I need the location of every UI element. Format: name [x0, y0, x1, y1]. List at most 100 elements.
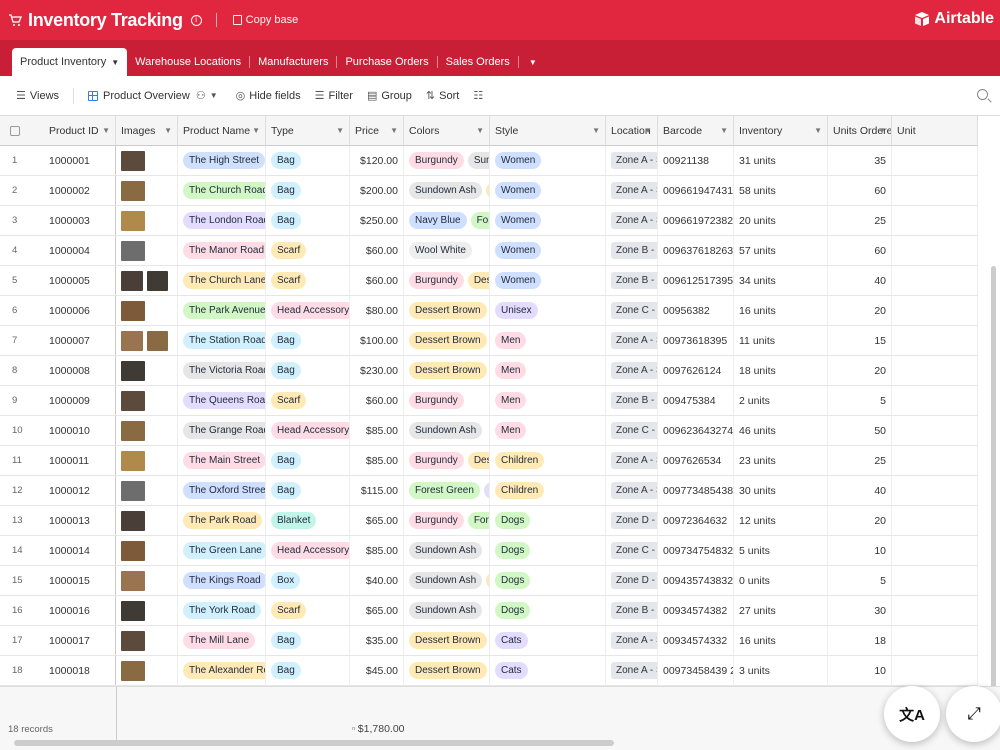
- row-number[interactable]: 1: [0, 146, 40, 176]
- cell-type[interactable]: Bag: [266, 476, 350, 506]
- cell-product-id[interactable]: 1000014: [40, 536, 116, 566]
- row-number[interactable]: 18: [0, 656, 40, 686]
- cell-type[interactable]: Scarf: [266, 596, 350, 626]
- cell-location[interactable]: Zone D - Shelf 1: [606, 506, 658, 536]
- cell-units-ordered[interactable]: 20: [828, 296, 892, 326]
- cell-barcode[interactable]: 0096619723829: [658, 206, 734, 236]
- cell-barcode[interactable]: 00973618395: [658, 326, 734, 356]
- cell-units-ordered[interactable]: 50: [828, 416, 892, 446]
- cell-barcode[interactable]: 00921138: [658, 146, 734, 176]
- column-header-product-name[interactable]: Product Name ▼: [178, 116, 266, 146]
- cell-location[interactable]: Zone A - Shelf 1: [606, 626, 658, 656]
- cell-units-ordered[interactable]: 5: [828, 566, 892, 596]
- cell-images[interactable]: [116, 656, 178, 686]
- row-number[interactable]: 2: [0, 176, 40, 206]
- cell-inventory[interactable]: 27 units: [734, 596, 828, 626]
- cell-price[interactable]: $200.00: [350, 176, 404, 206]
- price-sum[interactable]: ⁿ $1,780.00: [352, 723, 405, 735]
- cell-units-ordered[interactable]: 10: [828, 656, 892, 686]
- cell-product-name[interactable]: The Oxford Street: [178, 476, 266, 506]
- cell-location[interactable]: Zone C - Shelf 1: [606, 536, 658, 566]
- cell-product-name[interactable]: The Park Avenue: [178, 296, 266, 326]
- product-image-thumbnail[interactable]: [121, 180, 145, 201]
- view-switcher[interactable]: Product Overview ⚇ ▼: [88, 89, 222, 102]
- cell-type[interactable]: Scarf: [266, 236, 350, 266]
- cell-price[interactable]: $120.00: [350, 146, 404, 176]
- cell-images[interactable]: [116, 266, 178, 296]
- product-image-thumbnail[interactable]: [121, 480, 145, 501]
- product-image-thumbnail[interactable]: [121, 510, 145, 531]
- cell-type[interactable]: Scarf: [266, 386, 350, 416]
- cell-colors[interactable]: BurgundyDessert BrownNavy Blue: [404, 446, 490, 476]
- row-number[interactable]: 16: [0, 596, 40, 626]
- cell-colors[interactable]: Wool White: [404, 236, 490, 266]
- cell-price[interactable]: $230.00: [350, 356, 404, 386]
- product-image-thumbnail[interactable]: [121, 390, 145, 411]
- column-header-product-id[interactable]: Product ID ▼: [40, 116, 116, 146]
- cell-type[interactable]: Bag: [266, 176, 350, 206]
- cell-images[interactable]: [116, 176, 178, 206]
- cell-inventory[interactable]: 2 units: [734, 386, 828, 416]
- product-image-thumbnail[interactable]: [121, 330, 143, 351]
- cell-product-id[interactable]: 1000015: [40, 566, 116, 596]
- vertical-scrollbar[interactable]: [991, 266, 996, 686]
- cell-price[interactable]: $60.00: [350, 386, 404, 416]
- cell-units-ordered[interactable]: 25: [828, 206, 892, 236]
- product-image-thumbnail[interactable]: [121, 210, 145, 231]
- cell-inventory[interactable]: 5 units: [734, 536, 828, 566]
- cell-barcode[interactable]: 009734754832: [658, 536, 734, 566]
- cell-inventory[interactable]: 12 units: [734, 506, 828, 536]
- product-image-thumbnail[interactable]: [121, 660, 145, 681]
- column-header-units-ordered[interactable]: Units Ordered ▼: [828, 116, 892, 146]
- cell-inventory[interactable]: 58 units: [734, 176, 828, 206]
- cell-product-name[interactable]: The Victoria Road: [178, 356, 266, 386]
- cell-colors[interactable]: Forest GreenIndigoSundown Ash: [404, 476, 490, 506]
- cell-product-id[interactable]: 1000009: [40, 386, 116, 416]
- cell-price[interactable]: $100.00: [350, 326, 404, 356]
- cell-product-name[interactable]: The High Street: [178, 146, 266, 176]
- cell-barcode[interactable]: 009435743832: [658, 566, 734, 596]
- column-header-barcode[interactable]: Barcode ▼: [658, 116, 734, 146]
- cell-style[interactable]: Cats: [490, 656, 606, 686]
- cell-style[interactable]: Dogs: [490, 536, 606, 566]
- cell-price[interactable]: $60.00: [350, 266, 404, 296]
- cell-barcode[interactable]: 0096236432747232: [658, 416, 734, 446]
- cell-product-id[interactable]: 1000005: [40, 266, 116, 296]
- cell-unit[interactable]: [892, 326, 978, 356]
- cell-inventory[interactable]: 31 units: [734, 146, 828, 176]
- cell-style[interactable]: Men: [490, 326, 606, 356]
- cell-product-name[interactable]: The Green Lane: [178, 536, 266, 566]
- cell-units-ordered[interactable]: 15: [828, 326, 892, 356]
- product-image-thumbnail[interactable]: [121, 150, 145, 171]
- cell-images[interactable]: [116, 596, 178, 626]
- chevron-down-icon[interactable]: ▼: [336, 126, 344, 135]
- cell-location[interactable]: Zone A - Shelf 2: [606, 446, 658, 476]
- cell-price[interactable]: $45.00: [350, 656, 404, 686]
- row-number[interactable]: 7: [0, 326, 40, 356]
- cell-location[interactable]: Zone B - Shelf 2: [606, 236, 658, 266]
- cell-location[interactable]: Zone C - Shelf 1: [606, 416, 658, 446]
- cell-images[interactable]: [116, 326, 178, 356]
- row-number[interactable]: 9: [0, 386, 40, 416]
- cell-type[interactable]: Bag: [266, 206, 350, 236]
- cell-colors[interactable]: Dessert Brown: [404, 656, 490, 686]
- cell-style[interactable]: Men: [490, 416, 606, 446]
- cell-location[interactable]: Zone A - Shelf 3: [606, 476, 658, 506]
- cell-style[interactable]: Women: [490, 206, 606, 236]
- cell-product-id[interactable]: 1000006: [40, 296, 116, 326]
- cell-images[interactable]: [116, 476, 178, 506]
- product-image-thumbnail[interactable]: [121, 240, 145, 261]
- more-tables-button[interactable]: ▼: [519, 48, 547, 76]
- cell-product-name[interactable]: The Queens Road: [178, 386, 266, 416]
- cell-units-ordered[interactable]: 10: [828, 536, 892, 566]
- tab-purchase-orders[interactable]: Purchase Orders: [337, 48, 436, 76]
- cell-product-id[interactable]: 1000013: [40, 506, 116, 536]
- cell-unit[interactable]: [892, 296, 978, 326]
- chevron-down-icon[interactable]: ▼: [111, 57, 120, 67]
- cell-units-ordered[interactable]: 30: [828, 596, 892, 626]
- cell-barcode[interactable]: 0097734854385443: [658, 476, 734, 506]
- cell-barcode[interactable]: 00934574332: [658, 626, 734, 656]
- cell-inventory[interactable]: 23 units: [734, 446, 828, 476]
- row-number[interactable]: 8: [0, 356, 40, 386]
- cell-location[interactable]: Zone B - Shelf 1: [606, 266, 658, 296]
